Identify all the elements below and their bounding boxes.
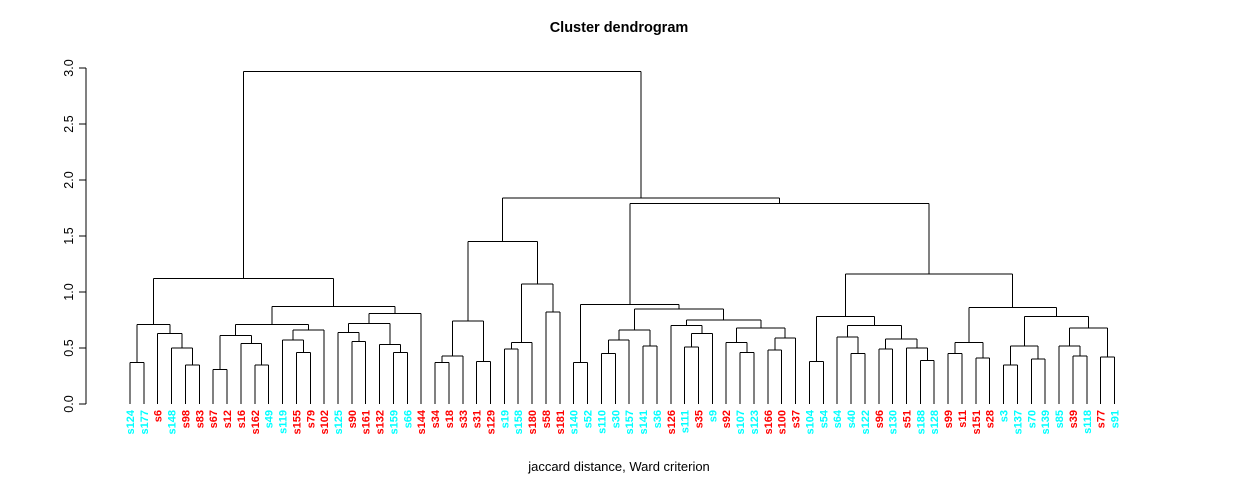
- leaf-label: s126: [666, 410, 678, 434]
- y-axis-tick-label: 1.5: [62, 227, 76, 244]
- leaf-label: s34: [430, 409, 442, 428]
- leaf-label: s12: [222, 410, 234, 428]
- leaf-label: s96: [874, 410, 886, 428]
- leaf-label: s158: [513, 410, 525, 434]
- leaf-label: s6: [153, 410, 165, 422]
- leaf-label: s119: [278, 410, 290, 434]
- leaf-label: s98: [180, 410, 192, 428]
- leaf-label: s118: [1082, 410, 1094, 434]
- y-axis-tick-label: 0.5: [62, 339, 76, 356]
- leaf-label: s110: [596, 410, 608, 434]
- leaf-label: s132: [375, 410, 387, 434]
- leaf-label: s161: [361, 410, 373, 434]
- leaf-label: s140: [569, 410, 581, 434]
- leaf-label: s139: [1040, 410, 1052, 434]
- leaf-label: s144: [416, 409, 428, 434]
- leaf-label: s70: [1026, 410, 1038, 428]
- leaf-label: s3: [999, 410, 1011, 422]
- leaf-label: s129: [486, 410, 498, 434]
- leaf-label: s141: [638, 410, 650, 434]
- leaf-label: s92: [721, 410, 733, 428]
- leaf-label: s52: [583, 410, 595, 428]
- leaf-label: s102: [319, 410, 331, 434]
- leaf-label: s162: [250, 410, 262, 434]
- leaf-label: s51: [901, 410, 913, 428]
- leaf-label: s100: [777, 410, 789, 434]
- leaf-label: s33: [458, 410, 470, 428]
- leaf-label: s177: [139, 410, 151, 434]
- y-axis-tick-label: 1.0: [62, 283, 76, 300]
- leaf-label: s19: [499, 410, 511, 428]
- leaf-label: s91: [1109, 410, 1121, 428]
- chart-title: Cluster dendrogram: [549, 20, 689, 36]
- leaf-label: s125: [333, 410, 345, 434]
- leaf-label: s31: [472, 410, 484, 428]
- x-axis-caption: jaccard distance, Ward criterion: [528, 459, 710, 474]
- leaf-label: s157: [624, 410, 636, 434]
- leaf-label: s77: [1096, 410, 1108, 428]
- leaf-label: s58: [541, 410, 553, 428]
- y-axis-tick-label: 0.0: [62, 395, 76, 412]
- leaf-label: s107: [735, 410, 747, 434]
- leaf-label: s128: [929, 410, 941, 434]
- leaf-label: s151: [971, 410, 983, 434]
- leaf-label: s159: [388, 410, 400, 434]
- leaf-label: s85: [1054, 410, 1066, 428]
- leaf-label: s188: [915, 410, 927, 434]
- leaf-label: s99: [943, 410, 955, 428]
- leaf-label: s137: [1012, 410, 1024, 434]
- leaf-label: s64: [832, 409, 844, 428]
- leaf-label: s155: [291, 410, 303, 434]
- leaf-label: s123: [749, 410, 761, 434]
- leaf-label: s180: [527, 410, 539, 434]
- leaf-label: s37: [791, 410, 803, 428]
- leaf-label: s83: [194, 410, 206, 428]
- leaf-label: s130: [888, 410, 900, 434]
- y-axis-tick-label: 2.5: [62, 115, 76, 132]
- leaf-label: s66: [402, 410, 414, 428]
- leaf-label: s104: [804, 409, 816, 434]
- leaf-label: s67: [208, 410, 220, 428]
- y-axis-tick-label: 2.0: [62, 171, 76, 188]
- leaf-label: s35: [694, 410, 706, 428]
- leaf-label: s111: [680, 410, 692, 433]
- leaf-label: s28: [985, 410, 997, 428]
- leaf-label: s79: [305, 410, 317, 428]
- leaf-label: s18: [444, 410, 456, 428]
- leaf-label: s148: [167, 410, 179, 434]
- leaf-label: s11: [957, 410, 969, 428]
- leaf-label: s90: [347, 410, 359, 428]
- leaf-label: s36: [652, 410, 664, 428]
- leaf-label: s122: [860, 410, 872, 434]
- leaf-label: s30: [610, 410, 622, 428]
- leaf-label: s9: [707, 410, 719, 422]
- leaf-label: s54: [818, 409, 830, 428]
- leaf-label: s39: [1068, 410, 1080, 428]
- leaf-label: s124: [125, 409, 137, 434]
- leaf-label: s40: [846, 410, 858, 428]
- leaf-label: s166: [763, 410, 775, 434]
- leaf-label: s49: [264, 410, 276, 428]
- leaf-label: s181: [555, 410, 567, 434]
- y-axis-tick-label: 3.0: [62, 59, 76, 76]
- leaf-label: s16: [236, 410, 248, 428]
